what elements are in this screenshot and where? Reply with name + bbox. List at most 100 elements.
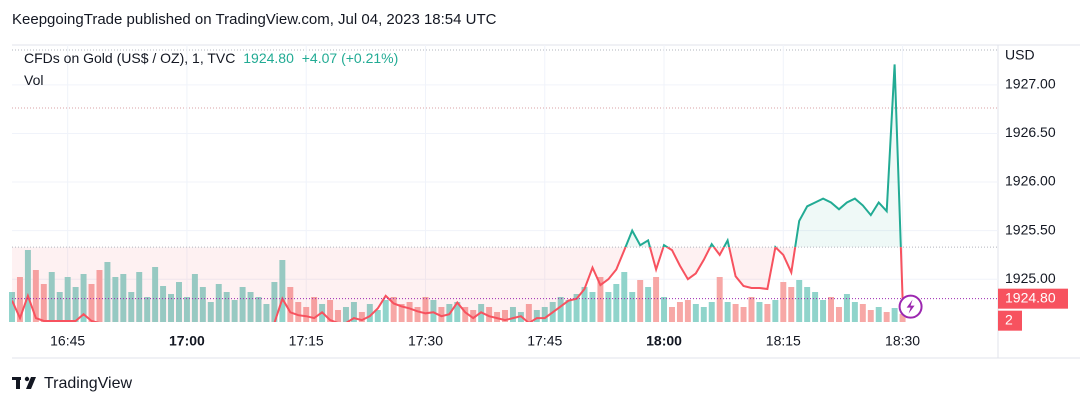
- x-tick-label: 18:30: [885, 333, 920, 349]
- volume-bar: [398, 304, 405, 322]
- alert-icon: [898, 294, 923, 319]
- volume-bar: [557, 297, 564, 322]
- volume-bar: [88, 284, 95, 322]
- volume-bar: [509, 307, 516, 322]
- volume-scale-label: 2: [1005, 311, 1013, 327]
- volume-bar: [414, 307, 421, 322]
- volume-bar: [875, 307, 882, 322]
- volume-bar: [780, 282, 787, 322]
- volume-bar: [883, 312, 890, 322]
- axis-unit: USD: [1005, 47, 1035, 63]
- volume-bar: [358, 312, 365, 322]
- volume-bar: [335, 310, 341, 322]
- volume-bar: [621, 272, 628, 322]
- volume-bar: [176, 282, 182, 322]
- volume-bar: [303, 307, 310, 322]
- volume-bar: [223, 292, 230, 322]
- volume-bar: [263, 304, 270, 322]
- volume-bar: [255, 297, 262, 322]
- volume-bar: [843, 294, 850, 322]
- volume-bar: [828, 297, 834, 322]
- volume-bar: [820, 300, 827, 322]
- volume-bar: [366, 304, 373, 322]
- volume-bar: [374, 310, 381, 322]
- y-tick-label: 1925.00: [1005, 270, 1056, 286]
- volume-bar: [565, 300, 572, 322]
- header: KeepgoingTrade published on TradingView.…: [12, 11, 497, 28]
- footer-logo: [12, 376, 36, 389]
- volume-bar: [295, 302, 302, 322]
- volume-bar: [104, 262, 111, 322]
- volume-bar: [589, 292, 596, 322]
- alert-bolt: [906, 299, 915, 314]
- volume-bar: [128, 292, 135, 322]
- volume-bar: [740, 307, 747, 322]
- volume-bar: [350, 302, 357, 322]
- volume-bar: [605, 292, 612, 322]
- volume-bar: [470, 310, 477, 322]
- y-tick-label: 1926.00: [1005, 173, 1056, 189]
- volume-bar: [287, 287, 294, 322]
- volume-bar: [9, 292, 15, 322]
- volume-bar: [573, 294, 580, 322]
- volume-bar: [796, 280, 803, 322]
- volume-bar: [199, 287, 206, 322]
- volume-bar: [136, 272, 143, 322]
- volume-bar: [629, 292, 636, 322]
- volume-bar: [788, 287, 795, 322]
- volume-scale-box: [998, 310, 1022, 331]
- y-tick-label: 1926.50: [1005, 124, 1056, 140]
- volume-bar: [716, 277, 723, 322]
- volume-bar: [16, 277, 23, 322]
- volume-bar: [724, 302, 731, 322]
- volume-bar: [231, 300, 238, 322]
- volume-bar: [271, 282, 278, 322]
- volume-bar: [899, 314, 906, 322]
- volume-bar: [700, 307, 707, 322]
- x-tick-label: 17:15: [289, 333, 324, 349]
- volume-bar: [438, 307, 445, 322]
- volume-bar: [168, 294, 175, 322]
- x-tick-label: 18:00: [646, 333, 682, 349]
- volume-bar: [859, 304, 866, 322]
- volume-bar: [24, 250, 31, 322]
- volume-bar: [56, 292, 63, 322]
- area-below: [12, 247, 903, 323]
- volume-bar: [430, 300, 437, 322]
- last-price-label: 1924.80: [1005, 289, 1056, 305]
- volume-bar: [48, 272, 55, 322]
- volume-bar: [637, 280, 644, 322]
- volume-bar: [867, 310, 874, 322]
- x-tick-label: 16:45: [50, 333, 85, 349]
- volume-bar: [462, 307, 469, 322]
- volume-bar: [342, 307, 349, 322]
- volume-bar: [239, 287, 246, 322]
- volume-bar: [40, 284, 47, 322]
- volume-bar: [327, 300, 334, 322]
- volume-bar: [732, 304, 739, 322]
- volume-bar: [96, 270, 103, 322]
- volume-bar: [653, 277, 660, 322]
- volume-bar: [772, 300, 779, 322]
- volume-bar: [494, 312, 501, 322]
- volume-bar: [613, 284, 620, 322]
- footer-brand: TradingView: [44, 375, 132, 392]
- volume-bar: [406, 302, 413, 322]
- area-above: [12, 64, 903, 248]
- volume-bar: [581, 287, 588, 322]
- volume-bar: [764, 304, 771, 322]
- volume-bar: [645, 287, 652, 322]
- volume-bar: [32, 270, 39, 322]
- volume-bar: [191, 274, 198, 322]
- volume-bar: [684, 300, 691, 322]
- volume-bar: [541, 307, 548, 322]
- volume-bar: [72, 287, 79, 322]
- volume-bar: [669, 307, 675, 322]
- volume-bar: [311, 297, 318, 322]
- x-tick-label: 17:45: [527, 333, 562, 349]
- volume-bar: [835, 307, 842, 322]
- legend-row: CFDs on Gold (US$ / OZ), 1, TVC 1924.80 …: [24, 47, 402, 69]
- volume-bar: [454, 302, 461, 322]
- volume-bar: [144, 297, 151, 322]
